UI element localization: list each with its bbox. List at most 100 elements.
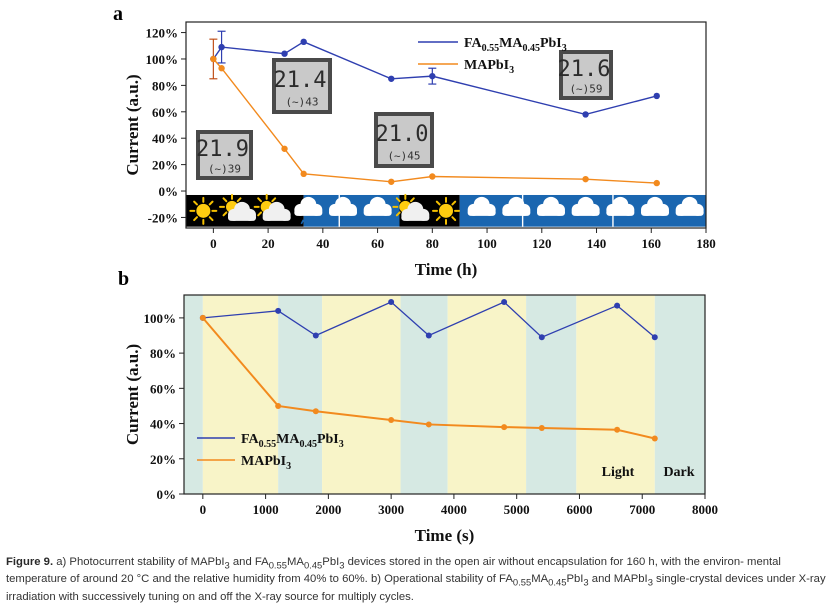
x-tick-label: 4000 — [441, 502, 467, 517]
caption-text-9: and MAPbI — [588, 573, 648, 586]
x-tick-label: 160 — [642, 236, 662, 251]
sun-icon — [196, 203, 211, 218]
y-tick-label: 60% — [150, 381, 176, 396]
cloud-base — [363, 208, 392, 216]
x-axis-label: Time (s) — [415, 526, 475, 545]
annotation-dark: Dark — [663, 465, 694, 480]
data-point — [538, 424, 545, 431]
rain-drop — [550, 219, 554, 225]
y-tick-label: 80% — [150, 346, 176, 361]
humidity-display: 21.0 (~)45 — [374, 112, 434, 168]
cloud-base — [571, 208, 600, 216]
data-point — [582, 175, 589, 183]
rain-drop — [681, 219, 686, 225]
band-dark — [184, 295, 203, 494]
display-temp: 21.9 — [196, 137, 249, 162]
display-rh: (~)39 — [208, 163, 241, 176]
data-point — [300, 38, 307, 46]
band-dark — [526, 295, 577, 494]
data-point — [501, 299, 508, 306]
band-dark — [278, 295, 323, 494]
band-light — [322, 295, 401, 494]
display-temp: 21.6 — [558, 57, 611, 82]
y-tick-label: 20% — [152, 158, 178, 173]
panel-a-label: a — [113, 3, 123, 25]
cloud-icon — [641, 196, 669, 216]
x-tick-label: 3000 — [378, 502, 404, 517]
rain-drop — [508, 219, 513, 225]
data-point — [651, 435, 658, 442]
panel-b-label: b — [118, 268, 129, 290]
sun-icon — [439, 203, 453, 218]
cloud-base — [294, 208, 323, 216]
sun-ray — [193, 216, 198, 222]
data-point — [653, 179, 660, 187]
sun-ray — [208, 216, 214, 222]
cloud-base — [401, 213, 430, 221]
y-tick-label: 60% — [152, 105, 178, 120]
band-light — [447, 295, 527, 494]
caption-text-11: devices under X-ray irradiation with suc… — [6, 573, 826, 603]
humidity-display: 21.6(~)59 — [558, 50, 613, 100]
y-tick-label: 40% — [150, 417, 176, 432]
sun-ray — [222, 211, 228, 217]
legend-label: FA0.55MA0.45PbI3 — [241, 432, 344, 450]
display-screen — [563, 54, 609, 96]
data-point — [538, 334, 545, 341]
series-line-0 — [212, 41, 657, 116]
cloud-base — [675, 208, 704, 216]
data-point — [653, 92, 660, 100]
x-tick-label: 8000 — [692, 502, 718, 517]
annotation-light: Light — [602, 465, 635, 480]
cloud-icon — [294, 196, 323, 216]
caption-text-2: and FA — [229, 556, 269, 568]
plot-frame — [183, 294, 706, 495]
data-point — [275, 307, 282, 314]
sun-ray — [271, 197, 277, 203]
rain-drop — [376, 219, 381, 225]
series-line-1 — [212, 58, 657, 184]
legend-label: MAPbI3 — [241, 454, 291, 472]
figure: a b 21.9(~)39 21.4 (~)43 21.0 (~)45 21.6(~)59… — [113, 3, 718, 545]
x-tick-label: 60 — [371, 236, 384, 251]
x-axis-label: Time (h) — [415, 260, 478, 279]
data-point — [218, 43, 225, 51]
y-tick-label: -20% — [148, 210, 178, 225]
data-point — [582, 111, 589, 118]
y-tick-label: 0% — [159, 184, 179, 199]
cloud-base — [606, 208, 635, 216]
sun-ray — [257, 211, 263, 217]
band-light — [202, 295, 279, 494]
y-tick-label: 0% — [157, 487, 177, 502]
display-rh: (~)43 — [285, 96, 318, 109]
rain-drop — [584, 219, 589, 225]
data-point — [388, 178, 395, 185]
y-tick-label: 40% — [152, 131, 178, 146]
rain-drop — [300, 219, 305, 225]
caption-text-1: a) Photocurrent stability of MAPbI — [56, 556, 225, 568]
cloud-icon — [363, 196, 392, 216]
caption-text-8: PbI — [566, 573, 584, 586]
data-point — [210, 55, 217, 63]
x-tick-label: 20 — [262, 236, 275, 251]
humidity-display: 21.4 (~)43 — [272, 58, 332, 114]
sun-ray — [222, 197, 228, 203]
caption-sub: 0.45 — [548, 576, 567, 588]
x-tick-label: 120 — [532, 236, 552, 251]
display-rh: (~)59 — [569, 83, 602, 96]
y-tick-label: 80% — [152, 78, 178, 93]
data-point — [300, 170, 307, 178]
rain-drop — [515, 219, 520, 225]
data-point — [651, 334, 658, 341]
x-tick-label: 1000 — [253, 502, 279, 517]
data-point — [312, 408, 319, 415]
x-tick-label: 0 — [200, 502, 207, 517]
x-tick-label: 0 — [210, 236, 217, 251]
cloud-base — [329, 208, 357, 216]
data-point — [388, 299, 395, 306]
data-point — [281, 145, 288, 152]
rain-drop — [619, 219, 624, 225]
y-axis-label: Current (a.u.) — [123, 344, 142, 445]
rain-drop — [307, 219, 312, 225]
sun-ray — [395, 197, 401, 203]
